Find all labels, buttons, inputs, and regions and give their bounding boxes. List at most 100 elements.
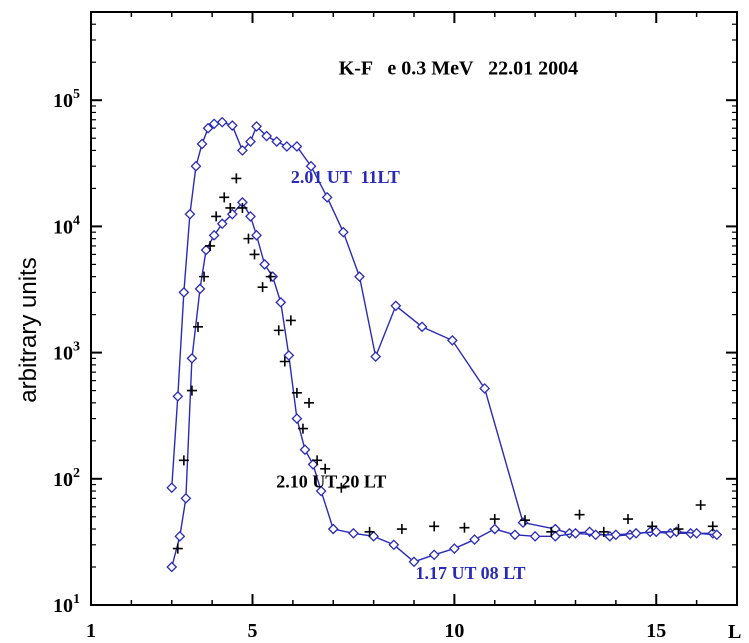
series-line — [171, 201, 717, 568]
y-tick-label: 102 — [53, 466, 80, 491]
data-point — [259, 258, 271, 270]
y-tick-label: 105 — [53, 87, 80, 112]
data-point — [237, 202, 248, 213]
data-point — [630, 527, 642, 539]
data-point — [489, 523, 501, 535]
data-point — [348, 527, 359, 539]
data-point — [285, 315, 296, 326]
annotation-label: 1.17 UT 08 LT — [416, 563, 526, 583]
data-point — [428, 549, 440, 561]
data-point — [305, 160, 317, 172]
data-point — [192, 321, 203, 332]
data-point — [673, 524, 684, 535]
data-point — [166, 482, 178, 494]
data-point — [273, 325, 284, 336]
data-point — [549, 530, 561, 542]
data-point — [271, 136, 283, 148]
data-point — [364, 526, 375, 537]
data-point — [265, 271, 276, 282]
data-point — [509, 529, 521, 541]
data-point — [598, 526, 609, 537]
data-point — [291, 141, 303, 152]
data-point — [178, 286, 190, 298]
y-tick-label: 103 — [53, 340, 80, 365]
data-point — [172, 390, 184, 402]
annotation-label: 2.01 UT 11LT — [291, 167, 400, 187]
data-point — [590, 529, 602, 541]
data-point — [291, 387, 302, 398]
data-point — [354, 271, 365, 283]
data-point — [390, 300, 402, 312]
data-point — [208, 229, 220, 241]
data-point — [429, 521, 440, 532]
data-point — [291, 413, 303, 425]
data-point — [529, 530, 541, 542]
data-point — [336, 482, 347, 493]
data-point — [574, 509, 585, 520]
data-point — [178, 455, 189, 466]
data-point — [243, 233, 254, 244]
annotation-label: K-F e 0.3 MeV 22.01 2004 — [339, 57, 578, 79]
plot-frame — [90, 11, 738, 606]
data-point — [216, 116, 228, 128]
data-point — [469, 534, 480, 545]
data-point — [196, 138, 208, 150]
data-point — [180, 492, 192, 504]
data-point — [396, 524, 407, 535]
data-point — [166, 561, 178, 573]
data-point — [225, 202, 236, 213]
data-point — [249, 249, 260, 260]
data-point — [459, 522, 470, 533]
data-point — [251, 120, 262, 132]
data-point — [695, 500, 706, 511]
data-point — [202, 122, 214, 134]
series — [166, 116, 719, 542]
series — [172, 173, 718, 554]
data-point — [186, 385, 197, 396]
data-point — [647, 521, 658, 532]
data-point — [205, 240, 216, 251]
data-point — [226, 120, 238, 131]
data-point — [337, 226, 349, 238]
x-tick-label: 5 — [248, 620, 258, 642]
annotation-label: 2.10 UT 20 LT — [276, 472, 386, 492]
data-point — [327, 523, 339, 535]
data-point — [186, 352, 198, 364]
x-tick-label: 1 — [86, 620, 96, 642]
data-point — [190, 160, 202, 172]
data-point — [650, 526, 662, 538]
data-point — [283, 349, 295, 361]
data-point — [416, 321, 428, 333]
data-point — [297, 423, 308, 434]
data-point — [236, 145, 248, 156]
data-point — [245, 136, 256, 148]
data-point — [315, 485, 327, 497]
data-point — [219, 192, 230, 203]
y-tick-label: 104 — [53, 213, 80, 238]
data-point — [281, 141, 293, 152]
y-axis-label: arbitrary units — [15, 257, 42, 402]
data-point — [408, 556, 420, 568]
data-point — [691, 527, 703, 539]
data-point — [312, 455, 323, 466]
data-point — [279, 356, 290, 367]
data-point — [622, 514, 633, 525]
data-point — [231, 173, 242, 184]
data-point — [321, 191, 333, 203]
data-point — [546, 526, 557, 537]
data-point — [707, 521, 718, 532]
data-point — [446, 334, 458, 346]
data-point — [245, 210, 256, 222]
data-point — [216, 218, 228, 230]
data-point — [199, 271, 210, 282]
series-line — [171, 121, 713, 538]
data-point — [304, 397, 315, 408]
data-point — [320, 463, 331, 474]
x-axis-end-label: L — [728, 621, 741, 643]
data-point — [368, 530, 380, 542]
data-point — [172, 543, 183, 554]
data-point — [251, 229, 262, 241]
data-point — [610, 529, 622, 541]
